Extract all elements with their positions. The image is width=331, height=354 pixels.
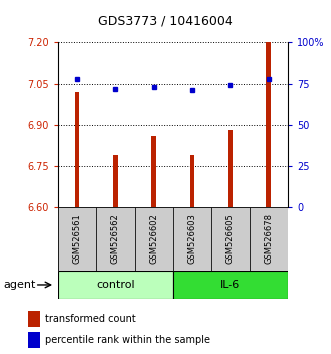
Text: percentile rank within the sample: percentile rank within the sample: [45, 335, 210, 345]
Text: GDS3773 / 10416004: GDS3773 / 10416004: [98, 14, 233, 27]
Text: GSM526561: GSM526561: [72, 213, 82, 264]
Bar: [228, 130, 233, 207]
Text: GSM526678: GSM526678: [264, 213, 273, 264]
Bar: [250, 207, 288, 271]
Bar: [135, 207, 173, 271]
Bar: [152, 136, 156, 207]
Bar: [96, 207, 135, 271]
Bar: [58, 271, 173, 299]
Bar: [211, 207, 250, 271]
Text: GSM526602: GSM526602: [149, 213, 158, 264]
Text: GSM526605: GSM526605: [226, 213, 235, 264]
Bar: [266, 42, 271, 207]
Bar: [28, 311, 40, 327]
Bar: [190, 155, 194, 207]
Bar: [173, 271, 288, 299]
Bar: [75, 92, 79, 207]
Bar: [28, 332, 40, 348]
Text: GSM526603: GSM526603: [188, 213, 197, 264]
Text: control: control: [96, 280, 135, 290]
Bar: [113, 155, 118, 207]
Bar: [173, 207, 211, 271]
Text: GSM526562: GSM526562: [111, 213, 120, 264]
Text: transformed count: transformed count: [45, 314, 135, 324]
Text: agent: agent: [3, 280, 36, 290]
Bar: [58, 207, 96, 271]
Text: IL-6: IL-6: [220, 280, 241, 290]
